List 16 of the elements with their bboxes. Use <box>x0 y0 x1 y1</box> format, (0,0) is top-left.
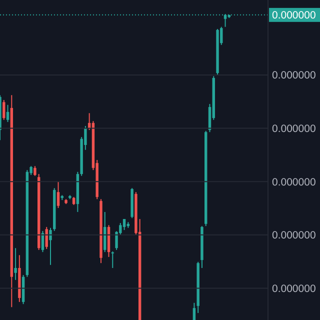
candlestick <box>2 99 6 120</box>
candlestick <box>122 218 126 231</box>
candlestick <box>34 166 36 176</box>
candlestick <box>56 181 60 209</box>
text: 0.000000 <box>272 70 316 82</box>
candlestick <box>192 302 196 320</box>
candlestick <box>6 104 10 123</box>
text: 0.000000 <box>272 282 316 295</box>
text: 0.000000 <box>272 176 316 188</box>
text: 0.000000 <box>272 10 316 22</box>
candlestick <box>14 248 17 280</box>
text: 0.000000 <box>272 230 316 242</box>
candlestick <box>111 250 114 268</box>
candlestick <box>45 226 48 250</box>
text: 0.000000 <box>272 122 316 135</box>
candlestick <box>49 227 52 266</box>
